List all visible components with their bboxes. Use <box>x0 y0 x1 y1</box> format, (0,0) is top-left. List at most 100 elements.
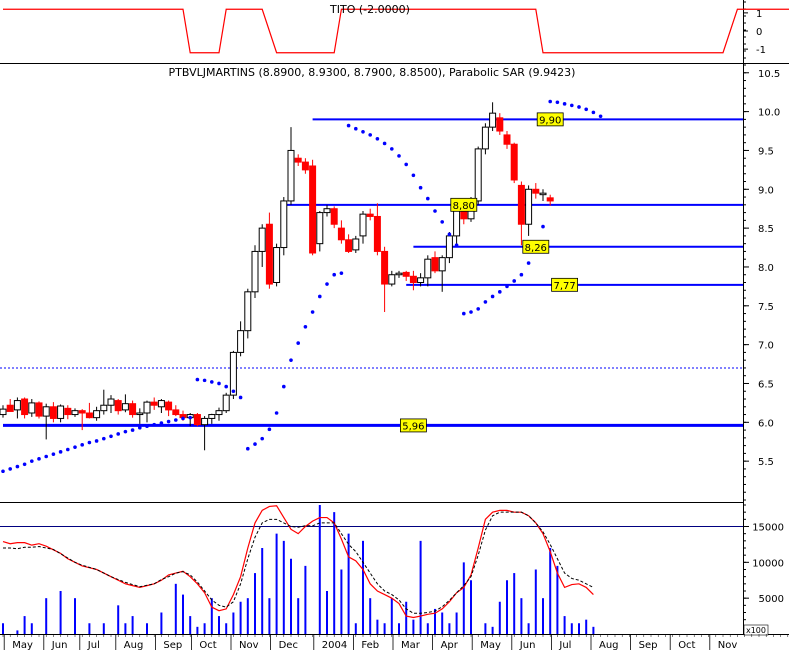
sar-dot <box>282 384 286 389</box>
candle-up <box>395 272 403 276</box>
sar-dot <box>37 457 41 461</box>
sar-dot <box>195 377 200 382</box>
sar-dot <box>332 272 337 277</box>
candle-up <box>121 403 129 411</box>
sar-dot <box>87 440 92 445</box>
candle-up <box>287 149 295 202</box>
candle-up <box>525 188 533 225</box>
candle-up <box>539 192 547 196</box>
sar-dot <box>584 107 588 112</box>
candle-up <box>201 417 209 426</box>
candle-down <box>165 401 173 411</box>
candle-up <box>352 238 360 251</box>
candle-down <box>193 414 201 426</box>
sar-dot <box>591 110 596 115</box>
candle-up <box>489 112 497 128</box>
tito-series-line <box>3 8 789 54</box>
price-level-label: 8,80 <box>453 201 475 212</box>
tito-panel: 1 0 -1 <box>3 1 789 59</box>
month-label: Aug <box>124 640 144 651</box>
sar-dot <box>498 290 502 294</box>
month-label: Sep <box>163 640 182 651</box>
price-tick-label: 6.5 <box>758 379 774 390</box>
sar-dot <box>253 442 257 446</box>
sar-dot <box>555 100 560 105</box>
candle-down <box>6 404 14 412</box>
candle-up <box>445 235 453 259</box>
sar-dot <box>390 147 394 151</box>
price-tick-label: 8.0 <box>758 263 774 274</box>
candle-down <box>150 401 158 406</box>
sar-dot <box>58 450 63 454</box>
sar-dot <box>469 310 473 314</box>
sar-dot <box>123 429 128 434</box>
month-label: Feb <box>361 640 379 651</box>
sar-dot <box>382 141 387 146</box>
candle-down <box>309 165 317 254</box>
sar-dot <box>318 294 322 299</box>
month-label: 2004 <box>322 640 347 651</box>
candle-up <box>474 148 482 202</box>
price-tick-label: 6.0 <box>758 418 774 429</box>
candle-down <box>78 410 86 414</box>
sar-dot <box>440 220 445 224</box>
price-tick-label: 9.5 <box>758 146 774 157</box>
volume-tick-label: 15000 <box>752 523 784 534</box>
volume-panel: 15000 10000 5000 x100 <box>0 504 784 636</box>
candle-up <box>57 405 65 419</box>
candle-up <box>237 330 245 353</box>
candle-down <box>85 412 93 419</box>
sar-dot <box>73 445 77 449</box>
sar-dot <box>130 428 135 432</box>
sar-dot <box>397 154 401 158</box>
candle-down <box>345 239 353 252</box>
sar-dot <box>94 439 99 443</box>
month-label: Nov <box>718 640 738 651</box>
candle-up <box>481 126 489 150</box>
sar-dot <box>224 384 228 389</box>
price-tick-label: 9.0 <box>758 185 774 196</box>
sar-dot <box>490 294 495 299</box>
volume-unit-label: x100 <box>746 626 766 635</box>
candle-down <box>294 157 302 163</box>
volume-tick-label: 5000 <box>759 594 784 605</box>
candle-up <box>71 410 79 416</box>
sar-dot <box>181 416 185 421</box>
tito-title: TITO (-2.0000) <box>329 3 410 16</box>
sar-dot <box>238 395 243 400</box>
tito-tick-label: 1 <box>756 9 762 20</box>
sar-dot <box>166 419 171 424</box>
price-level-label-box <box>399 418 427 433</box>
sar-dot <box>354 126 358 131</box>
sar-dot <box>411 173 416 178</box>
sar-dot <box>66 447 70 452</box>
candle-down <box>301 161 309 171</box>
tito-tick-label: 0 <box>756 27 762 38</box>
sar-dot <box>217 381 221 386</box>
price-level-label-box <box>551 277 578 292</box>
chart-frame <box>0 0 789 635</box>
price-title: PTBVLJMARTINS (8.8900, 8.9300, 8.7900, 8… <box>169 66 576 79</box>
candle-up <box>107 398 115 406</box>
candle-up <box>28 402 36 414</box>
sar-dot <box>210 380 214 384</box>
sar-dot <box>577 105 581 109</box>
candle-down <box>366 213 374 217</box>
candle-down <box>265 223 273 285</box>
price-level-label-box <box>536 112 564 127</box>
month-label: Jul <box>558 640 571 651</box>
candle-up <box>424 258 432 279</box>
sar-dot <box>188 415 192 420</box>
price-panel: 10.5 10.0 9.5 9.0 8.5 8.0 7.5 7.0 6.5 6.0 5.5 9,90 8… <box>0 64 780 501</box>
sar-dot <box>404 162 409 167</box>
candle-up <box>323 208 331 214</box>
month-label: Jul <box>87 640 100 651</box>
month-label: Sep <box>639 640 658 651</box>
sar-dot <box>30 459 34 463</box>
volume-indicator-solid <box>2 505 594 619</box>
candle-down <box>546 197 554 202</box>
sar-dot <box>274 411 279 415</box>
price-level-label: 8,26 <box>525 243 547 254</box>
